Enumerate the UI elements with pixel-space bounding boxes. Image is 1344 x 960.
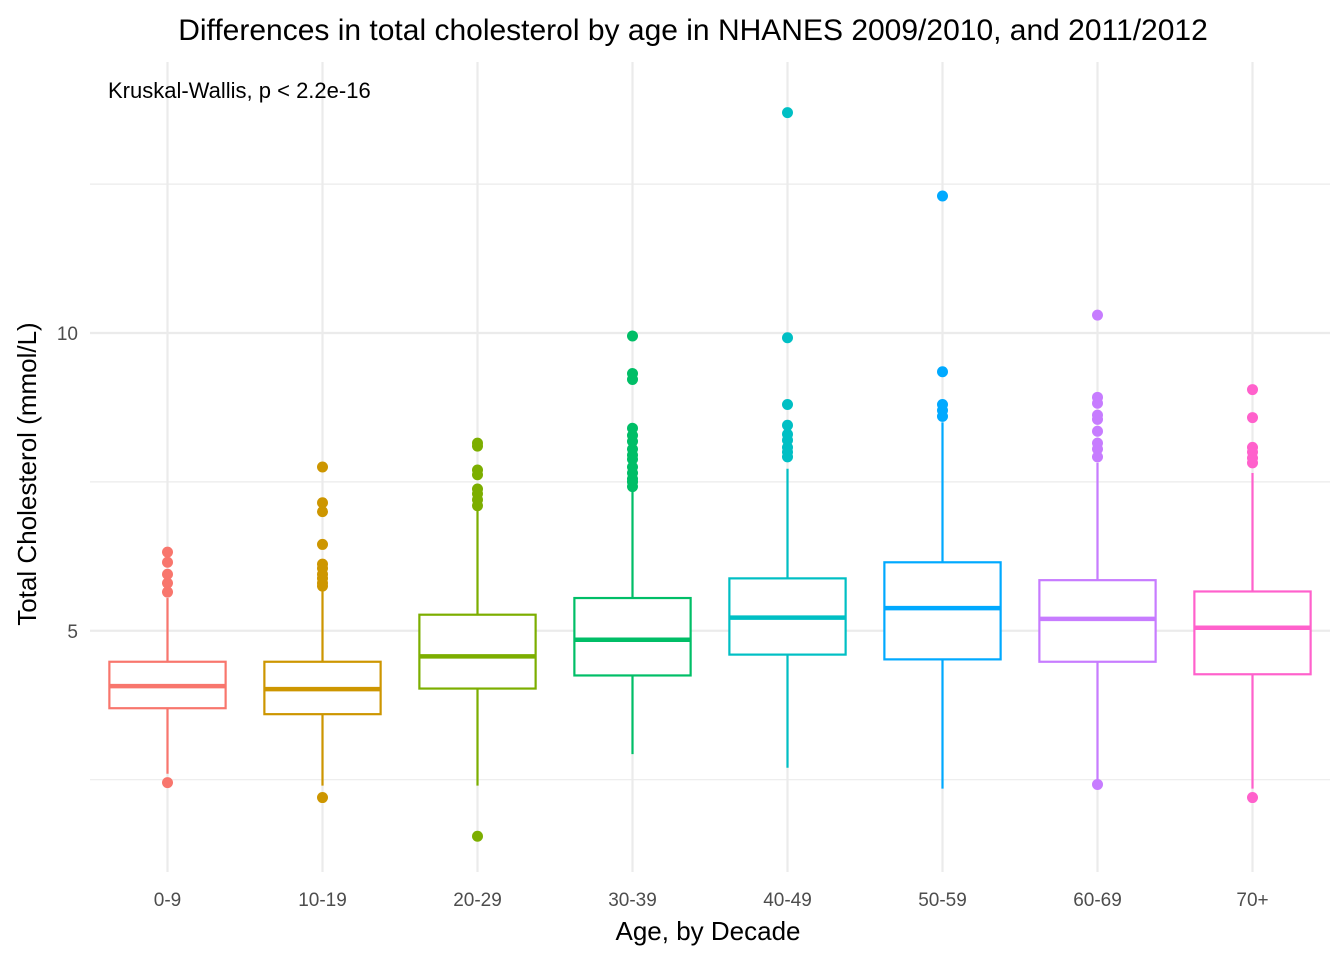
y-tick-label: 10 — [57, 324, 78, 345]
outlier-point — [317, 538, 328, 550]
outlier-point — [317, 558, 328, 570]
x-tick-label: 40-49 — [763, 890, 812, 911]
box-group-20-29 — [418, 437, 537, 842]
outlier-point — [1092, 437, 1103, 449]
outlier-point — [1092, 425, 1103, 437]
x-tick-label: 20-29 — [453, 890, 502, 911]
outlier-point — [782, 398, 793, 410]
box-group-0-9 — [108, 546, 227, 789]
outlier-point — [162, 556, 173, 568]
outlier-point — [317, 461, 328, 473]
box-iqr — [883, 561, 1002, 661]
outlier-point — [627, 330, 638, 342]
box-group-60-69 — [1038, 309, 1157, 790]
outlier-point — [627, 461, 638, 473]
x-tick-label: 60-69 — [1073, 890, 1122, 911]
outlier-point — [1092, 309, 1103, 321]
y-axis-ticks: 5 10 — [57, 324, 78, 643]
outlier-point — [1092, 391, 1103, 403]
outlier-point — [937, 190, 948, 202]
box-group-70+ — [1193, 384, 1312, 804]
outlier-point — [1247, 441, 1258, 453]
outlier-point — [1092, 409, 1103, 421]
outlier-point — [627, 443, 638, 455]
outlier-point — [1092, 778, 1103, 790]
outlier-point — [317, 506, 328, 518]
outlier-point — [162, 586, 173, 598]
box-group-30-39 — [573, 330, 692, 755]
outlier-point — [937, 398, 948, 410]
outlier-point — [472, 483, 483, 495]
box-group-10-19 — [263, 461, 382, 804]
box-iqr — [418, 613, 537, 690]
outlier-point — [782, 107, 793, 119]
outlier-point — [1247, 412, 1258, 424]
outlier-point — [472, 464, 483, 476]
x-tick-label: 50-59 — [918, 890, 967, 911]
box-group-40-49 — [728, 107, 847, 768]
box-groups — [108, 107, 1312, 842]
kruskal-wallis-annotation: Kruskal-Wallis, p < 2.2e-16 — [108, 78, 371, 103]
outlier-point — [162, 546, 173, 558]
outlier-point — [782, 428, 793, 440]
outlier-point — [162, 777, 173, 789]
outlier-point — [627, 422, 638, 434]
box-iqr — [573, 596, 692, 677]
x-axis-title: Age, by Decade — [615, 916, 800, 946]
outlier-point — [317, 497, 328, 509]
x-tick-label: 0-9 — [154, 890, 181, 911]
outlier-point — [937, 366, 948, 378]
x-axis-ticks: 0-9 10-19 20-29 30-39 40-49 50-59 60-69 70+ — [154, 890, 1269, 911]
outlier-point — [1092, 451, 1103, 463]
outlier-point — [627, 367, 638, 379]
outlier-point — [317, 792, 328, 804]
y-axis-title: Total Cholesterol (mmol/L) — [12, 322, 42, 625]
box-iqr — [1193, 590, 1312, 676]
outlier-point — [782, 332, 793, 344]
outlier-point — [162, 577, 173, 589]
x-tick-label: 10-19 — [298, 890, 347, 911]
x-tick-label: 30-39 — [608, 890, 657, 911]
x-tick-label: 70+ — [1236, 890, 1268, 911]
grid-lines — [90, 62, 1330, 872]
y-tick-label: 5 — [67, 622, 78, 643]
box-group-50-59 — [883, 190, 1002, 789]
outlier-point — [782, 419, 793, 431]
outlier-point — [162, 568, 173, 580]
outlier-point — [1247, 384, 1258, 396]
outlier-point — [1247, 792, 1258, 804]
outlier-point — [472, 437, 483, 449]
outlier-point — [472, 830, 483, 842]
chart-title: Differences in total cholesterol by age … — [178, 14, 1208, 47]
